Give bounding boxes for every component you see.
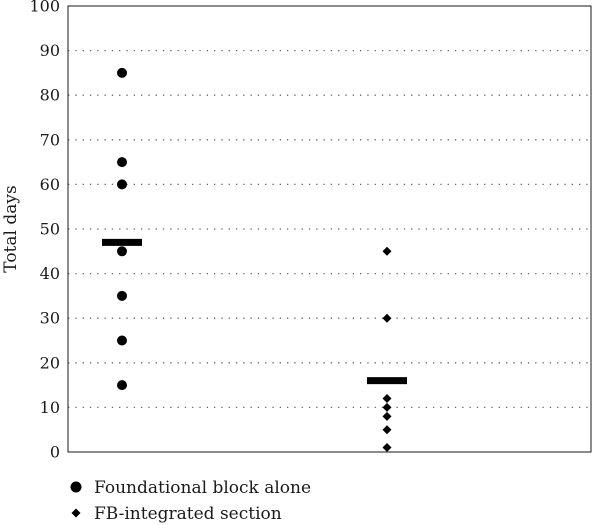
data-point-diamond (382, 443, 392, 453)
data-point-diamond (382, 393, 392, 403)
mean-bars (102, 238, 407, 385)
grid-lines (68, 49, 591, 409)
y-tick-label: 60 (40, 175, 60, 194)
data-point-diamond (382, 402, 392, 412)
y-tick-label: 10 (40, 398, 60, 417)
data-point-circle (117, 290, 127, 301)
data-point-circle (117, 246, 127, 257)
y-axis-ticks: 0 10 20 30 40 50 60 70 80 90 100 (29, 0, 60, 462)
data-point-circle (117, 157, 127, 168)
data-points (117, 67, 392, 453)
legend: Foundational block alone FB-integrated s… (70, 478, 311, 524)
y-tick-label: 90 (40, 41, 60, 60)
data-point-circle (117, 67, 127, 78)
data-point-circle (117, 179, 127, 190)
mean-bar (102, 238, 142, 246)
y-tick-label: 100 (29, 0, 60, 16)
y-axis-title: Total days (1, 185, 21, 272)
y-tick-label: 70 (40, 130, 60, 149)
data-point-circle (117, 380, 127, 391)
data-point-diamond (382, 411, 392, 421)
data-point-circle (117, 335, 127, 346)
y-tick-label: 80 (40, 86, 60, 105)
legend-circle-marker (70, 481, 82, 493)
y-tick-label: 50 (40, 220, 60, 239)
legend-diamond-marker (71, 508, 81, 518)
y-tick-label: 20 (40, 353, 60, 372)
plot-frame (67, 5, 592, 453)
data-point-diamond (382, 246, 392, 256)
legend-label-fb-integrated: FB-integrated section (94, 504, 282, 524)
legend-label-foundational: Foundational block alone (94, 478, 311, 498)
mean-bar (367, 377, 407, 385)
y-tick-label: 30 (40, 309, 60, 328)
y-tick-label: 0 (50, 443, 60, 462)
data-point-diamond (382, 425, 392, 435)
y-tick-label: 40 (40, 264, 60, 283)
data-point-diamond (382, 313, 392, 323)
